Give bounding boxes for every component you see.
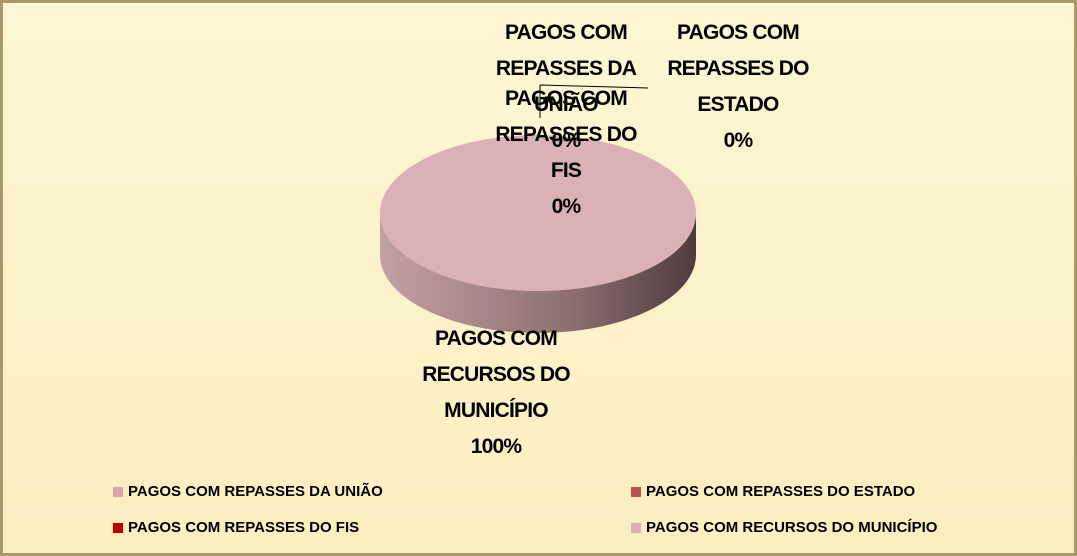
pie-side	[380, 213, 696, 333]
label-value: 0%	[551, 195, 582, 218]
legend-label: PAGOS COM RECURSOS DO MUNICÍPIO	[646, 519, 938, 536]
legend-swatch	[113, 522, 123, 533]
data-label: PAGOS COM REPASSES DO FIS 0%	[481, 81, 651, 225]
label-value: 0%	[723, 129, 754, 152]
label-value: 100%	[470, 435, 522, 458]
legend-swatch	[631, 522, 641, 533]
legend-label: PAGOS COM REPASSES DA UNIÃO	[128, 483, 383, 500]
pie-slice	[380, 135, 696, 291]
legend-entry: PAGOS COM RECURSOS DO MUNICÍPIO	[631, 519, 937, 536]
legend-swatch	[631, 486, 641, 497]
label-category: PAGOS COM REPASSES DO FIS	[495, 87, 637, 182]
leader-line	[539, 84, 649, 118]
legend-label: PAGOS COM REPASSES DO ESTADO	[646, 483, 916, 500]
legend-entry: PAGOS COM REPASSES DO FIS	[113, 519, 359, 536]
legend-entry: PAGOS COM REPASSES DO ESTADO	[631, 483, 915, 500]
data-label: PAGOS COM REPASSES DA UNIÃO 0%	[481, 15, 651, 159]
label-category: PAGOS COM RECURSOS DO MUNICÍPIO	[422, 327, 570, 422]
plot	[380, 84, 696, 333]
data-label: PAGOS COM REPASSES DO ESTADO 0%	[653, 15, 823, 159]
legend-entry: PAGOS COM REPASSES DA UNIÃO	[113, 483, 383, 500]
label-category: PAGOS COM REPASSES DA UNIÃO	[495, 21, 637, 116]
legend-swatch	[113, 486, 123, 497]
label-value: 0%	[551, 129, 582, 152]
data-label: PAGOS COM RECURSOS DO MUNICÍPIO 100%	[411, 321, 581, 465]
label-category: PAGOS COM REPASSES DO ESTADO	[667, 21, 809, 116]
legend-label: PAGOS COM REPASSES DO FIS	[128, 519, 360, 536]
